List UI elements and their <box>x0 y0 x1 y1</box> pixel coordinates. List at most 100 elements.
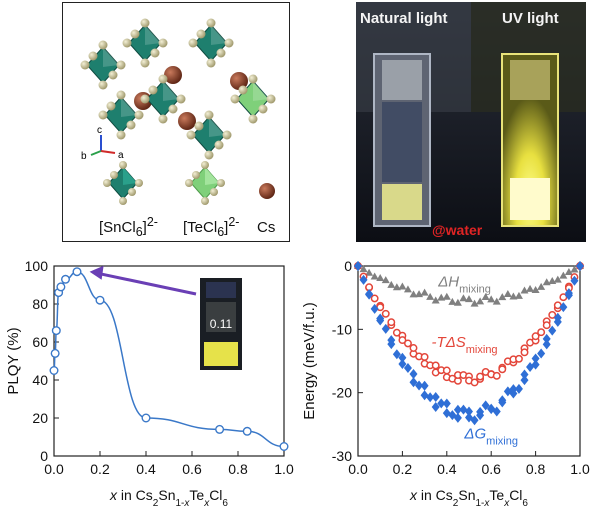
y-axis-label: PLQY (%) <box>5 327 22 394</box>
y-tick-label: 20 <box>32 410 48 426</box>
x-tick-label: 0.0 <box>44 461 64 477</box>
uv-light-label: UV light <box>502 10 559 27</box>
y-tick-label: 100 <box>25 258 49 274</box>
delta-h-point <box>476 297 485 305</box>
delta-h-point <box>448 297 457 305</box>
delta-g-point <box>459 404 468 415</box>
delta-g-point <box>420 390 429 401</box>
water-label: @water <box>432 222 483 238</box>
delta-g-point <box>509 384 518 395</box>
delta-g-point <box>487 404 496 415</box>
delta-g-point <box>576 261 584 271</box>
cl-atom <box>116 90 126 100</box>
cl-atom <box>176 94 186 104</box>
legend-tecl6-label: [TeCl6]2- <box>183 215 240 239</box>
minus-t-delta-s-point <box>492 371 501 380</box>
delta-h-point <box>387 280 396 288</box>
plqy-chart: 0 20 40 60 80 100 0.0 0.2 0.4 0.6 0.8 1.0 PLQY (%) x … <box>5 258 294 509</box>
legend-sncl6-label: [SnCl6]2- <box>99 215 158 239</box>
x-axis-label-sub: x <box>503 498 510 509</box>
delta-g-point <box>498 397 507 408</box>
cl-atom <box>116 130 126 140</box>
plqy-point <box>95 295 105 305</box>
x-axis-label-part: Cl <box>509 487 522 503</box>
delta-h-point <box>531 285 540 293</box>
delta-g-point <box>465 406 473 417</box>
x-tick-label: 0.6 <box>182 461 202 477</box>
x-axis-label-sub: 2 <box>153 498 159 509</box>
cl-atom <box>186 130 196 140</box>
delta-h-point <box>570 265 579 273</box>
cl-atom <box>158 114 168 124</box>
delta-g-point <box>520 375 529 386</box>
delta-h-point <box>420 288 429 296</box>
x-tick-label: 1.0 <box>274 461 294 477</box>
cl-atom <box>98 80 108 90</box>
x-axis-label-part: in Cs <box>417 487 453 503</box>
delta-h-point <box>553 275 562 283</box>
delta-g-point <box>437 398 446 409</box>
minus-t-delta-s-point <box>409 344 418 352</box>
cs-atom <box>178 112 196 130</box>
plot-frame <box>357 265 581 457</box>
delta-h-point <box>381 276 390 284</box>
cl-atom <box>158 38 168 48</box>
crystal-structure-panel: c a b [SnCl6]2- [TeCl6]2- Cs <box>62 2 290 242</box>
cl-atom <box>224 38 234 48</box>
x-axis-label-sub: x <box>483 498 490 509</box>
cl-atom <box>266 94 276 104</box>
octahedron-face <box>163 81 179 101</box>
delta-g-point <box>431 402 440 413</box>
plqy-point <box>215 424 225 434</box>
cl-atom <box>248 74 258 84</box>
delta-h-point <box>542 278 551 286</box>
delta-g-point <box>398 352 407 363</box>
minus-t-delta-s-point <box>520 348 529 357</box>
cl-atom <box>206 58 216 68</box>
delta-h-point <box>559 271 568 279</box>
cs-atom <box>164 66 182 84</box>
cl-atom <box>134 110 144 120</box>
x-tick-label: 0.4 <box>136 461 156 477</box>
natural-light-label: Natural light <box>360 10 448 27</box>
plqy-point <box>141 413 151 423</box>
minus-t-delta-s-point <box>442 366 451 375</box>
minus-t-delta-s-point <box>498 365 507 374</box>
cuvette-photo <box>356 2 586 242</box>
cl-atom <box>140 58 150 68</box>
cl-atom <box>168 104 178 114</box>
delta-g-point <box>520 369 529 380</box>
series-label: -TΔSmixing <box>432 334 498 356</box>
delta-h-point <box>470 299 479 307</box>
cuvette-photo-panel: Natural light UV light @water <box>356 2 586 242</box>
delta-g-point <box>559 302 568 313</box>
x-tick-label: 0.8 <box>526 461 546 477</box>
delta-h-point <box>503 289 512 297</box>
delta-h-point <box>548 276 557 284</box>
series-label-main: ΔH <box>437 273 459 290</box>
x-axis-label-sub: 6 <box>522 498 528 509</box>
y-tick-label: 80 <box>32 296 48 312</box>
cl-atom <box>194 121 204 131</box>
legend-tecl6-icon <box>185 161 225 205</box>
cl-atom <box>258 104 268 114</box>
cl-atom <box>98 40 108 50</box>
x-axis-label-sub: 6 <box>222 498 228 509</box>
minus-t-delta-s-point <box>431 361 440 370</box>
cl-atom <box>148 85 158 95</box>
delta-h-point <box>498 293 507 301</box>
x-axis-label-part: Te <box>189 487 204 503</box>
series-label-main: ΔG <box>463 425 486 442</box>
x-axis-label-part: Sn <box>158 487 175 503</box>
y-tick-label: 0 <box>40 448 48 464</box>
delta-g-point <box>415 380 424 391</box>
minus-t-delta-s-point <box>398 336 407 345</box>
x-axis-label: x in Cs2Sn1-xTexCl6 <box>409 487 528 509</box>
inset-vial-cap <box>206 282 236 298</box>
x-axis-label-sub: x <box>203 498 210 509</box>
cl-atom <box>130 29 140 39</box>
cl-atom <box>248 114 258 124</box>
cl-atom <box>122 38 132 48</box>
delta-h-point <box>564 268 573 276</box>
delta-h-point <box>537 282 546 290</box>
